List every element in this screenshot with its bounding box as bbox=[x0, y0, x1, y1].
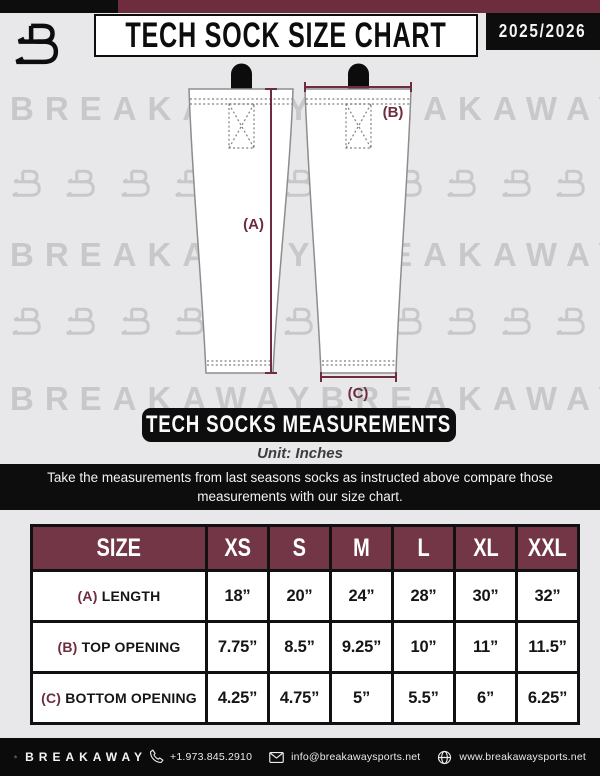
website-contact[interactable]: www.breakawaysports.net bbox=[436, 749, 586, 766]
size-table: SIZE XS S M L XL XXL (A) LENGTH 18” 20” … bbox=[30, 524, 580, 725]
value-cell: 11” bbox=[453, 620, 518, 674]
season-label: 2025/2026 bbox=[499, 21, 587, 41]
column-header-m: M bbox=[329, 524, 394, 572]
sock-tab bbox=[231, 63, 252, 90]
instruction-bar: Take the measurements from last seasons … bbox=[0, 464, 600, 510]
measurements-banner-label: TECH SOCKS MEASUREMENTS bbox=[146, 411, 452, 438]
header-black-strip bbox=[0, 0, 118, 13]
measurements-banner: TECH SOCKS MEASUREMENTS bbox=[142, 408, 456, 442]
phone-icon bbox=[149, 749, 164, 763]
email-contact[interactable]: info@breakawaysports.net bbox=[268, 749, 420, 766]
value-cell: 24” bbox=[329, 569, 394, 623]
row-label-cell: (A) LENGTH bbox=[30, 569, 208, 623]
row-label-cell: (B) TOP OPENING bbox=[30, 620, 208, 674]
contact-group: +1.973.845.2910 info@breakawaysports.net… bbox=[147, 749, 586, 766]
page-title-banner: TECH SOCK SIZE CHART bbox=[94, 14, 478, 57]
value-cell: 18” bbox=[205, 569, 270, 623]
sock-tab bbox=[348, 63, 369, 90]
stitch-lines bbox=[190, 98, 410, 366]
phone-contact[interactable]: +1.973.845.2910 bbox=[147, 749, 252, 766]
email-address: info@breakawaysports.net bbox=[291, 751, 421, 763]
table-row-bottom-opening: (C) BOTTOM OPENING 4.25” 4.75” 5” 5.5” 6… bbox=[30, 671, 580, 725]
value-cell: 4.25” bbox=[205, 671, 270, 725]
row-label-cell: (C) BOTTOM OPENING bbox=[30, 671, 208, 725]
value-cell: 10” bbox=[391, 620, 456, 674]
footer-bar: BREAKAWAY +1.973.845.2910 info@breakaway… bbox=[0, 738, 600, 776]
value-cell: 32” bbox=[515, 569, 580, 623]
size-table-header-row: SIZE XS S M L XL XXL bbox=[30, 524, 580, 572]
label-c: (C) bbox=[348, 385, 369, 402]
column-header-xl: XL bbox=[453, 524, 518, 572]
breakaway-logo-icon bbox=[12, 16, 66, 74]
website-url: www.breakawaysports.net bbox=[459, 751, 586, 763]
globe-icon bbox=[438, 750, 452, 764]
label-a: (A) bbox=[243, 216, 264, 233]
sock-diagram: (A) (B) (C) bbox=[188, 63, 412, 402]
sock-left-body bbox=[188, 88, 294, 374]
value-cell: 7.75” bbox=[205, 620, 270, 674]
season-badge: 2025/2026 bbox=[486, 13, 600, 50]
watermark-text-row: BREAKAWAYBREAKAWAY bbox=[10, 236, 600, 273]
instruction-text: Take the measurements from last seasons … bbox=[47, 469, 553, 504]
value-cell: 30” bbox=[453, 569, 518, 623]
email-icon bbox=[269, 751, 284, 763]
label-b: (B) bbox=[383, 104, 404, 121]
value-cell: 8.5” bbox=[267, 620, 332, 674]
value-cell: 6.25” bbox=[515, 671, 580, 725]
phone-number: +1.973.845.2910 bbox=[170, 751, 253, 763]
column-header-xxl: XXL bbox=[515, 524, 580, 572]
table-row-length: (A) LENGTH 18” 20” 24” 28” 30” 32” bbox=[30, 569, 580, 623]
brand-name: BREAKAWAY bbox=[25, 750, 148, 764]
value-cell: 5.5” bbox=[391, 671, 456, 725]
sock-right-body bbox=[304, 88, 412, 374]
value-cell: 28” bbox=[391, 569, 456, 623]
measure-lines bbox=[265, 82, 412, 382]
value-cell: 6” bbox=[453, 671, 518, 725]
column-header-s: S bbox=[267, 524, 332, 572]
value-cell: 9.25” bbox=[329, 620, 394, 674]
value-cell: 20” bbox=[267, 569, 332, 623]
unit-label: Unit: Inches bbox=[257, 445, 343, 462]
page-title: TECH SOCK SIZE CHART bbox=[125, 15, 447, 55]
value-cell: 5” bbox=[329, 671, 394, 725]
header-maroon-strip bbox=[118, 0, 600, 13]
value-cell: 4.75” bbox=[267, 671, 332, 725]
column-header-l: L bbox=[391, 524, 456, 572]
value-cell: 11.5” bbox=[515, 620, 580, 674]
column-header-size: SIZE bbox=[30, 524, 208, 572]
breakaway-logo-icon bbox=[14, 744, 17, 770]
column-header-xs: XS bbox=[205, 524, 270, 572]
table-row-top-opening: (B) TOP OPENING 7.75” 8.5” 9.25” 10” 11”… bbox=[30, 620, 580, 674]
